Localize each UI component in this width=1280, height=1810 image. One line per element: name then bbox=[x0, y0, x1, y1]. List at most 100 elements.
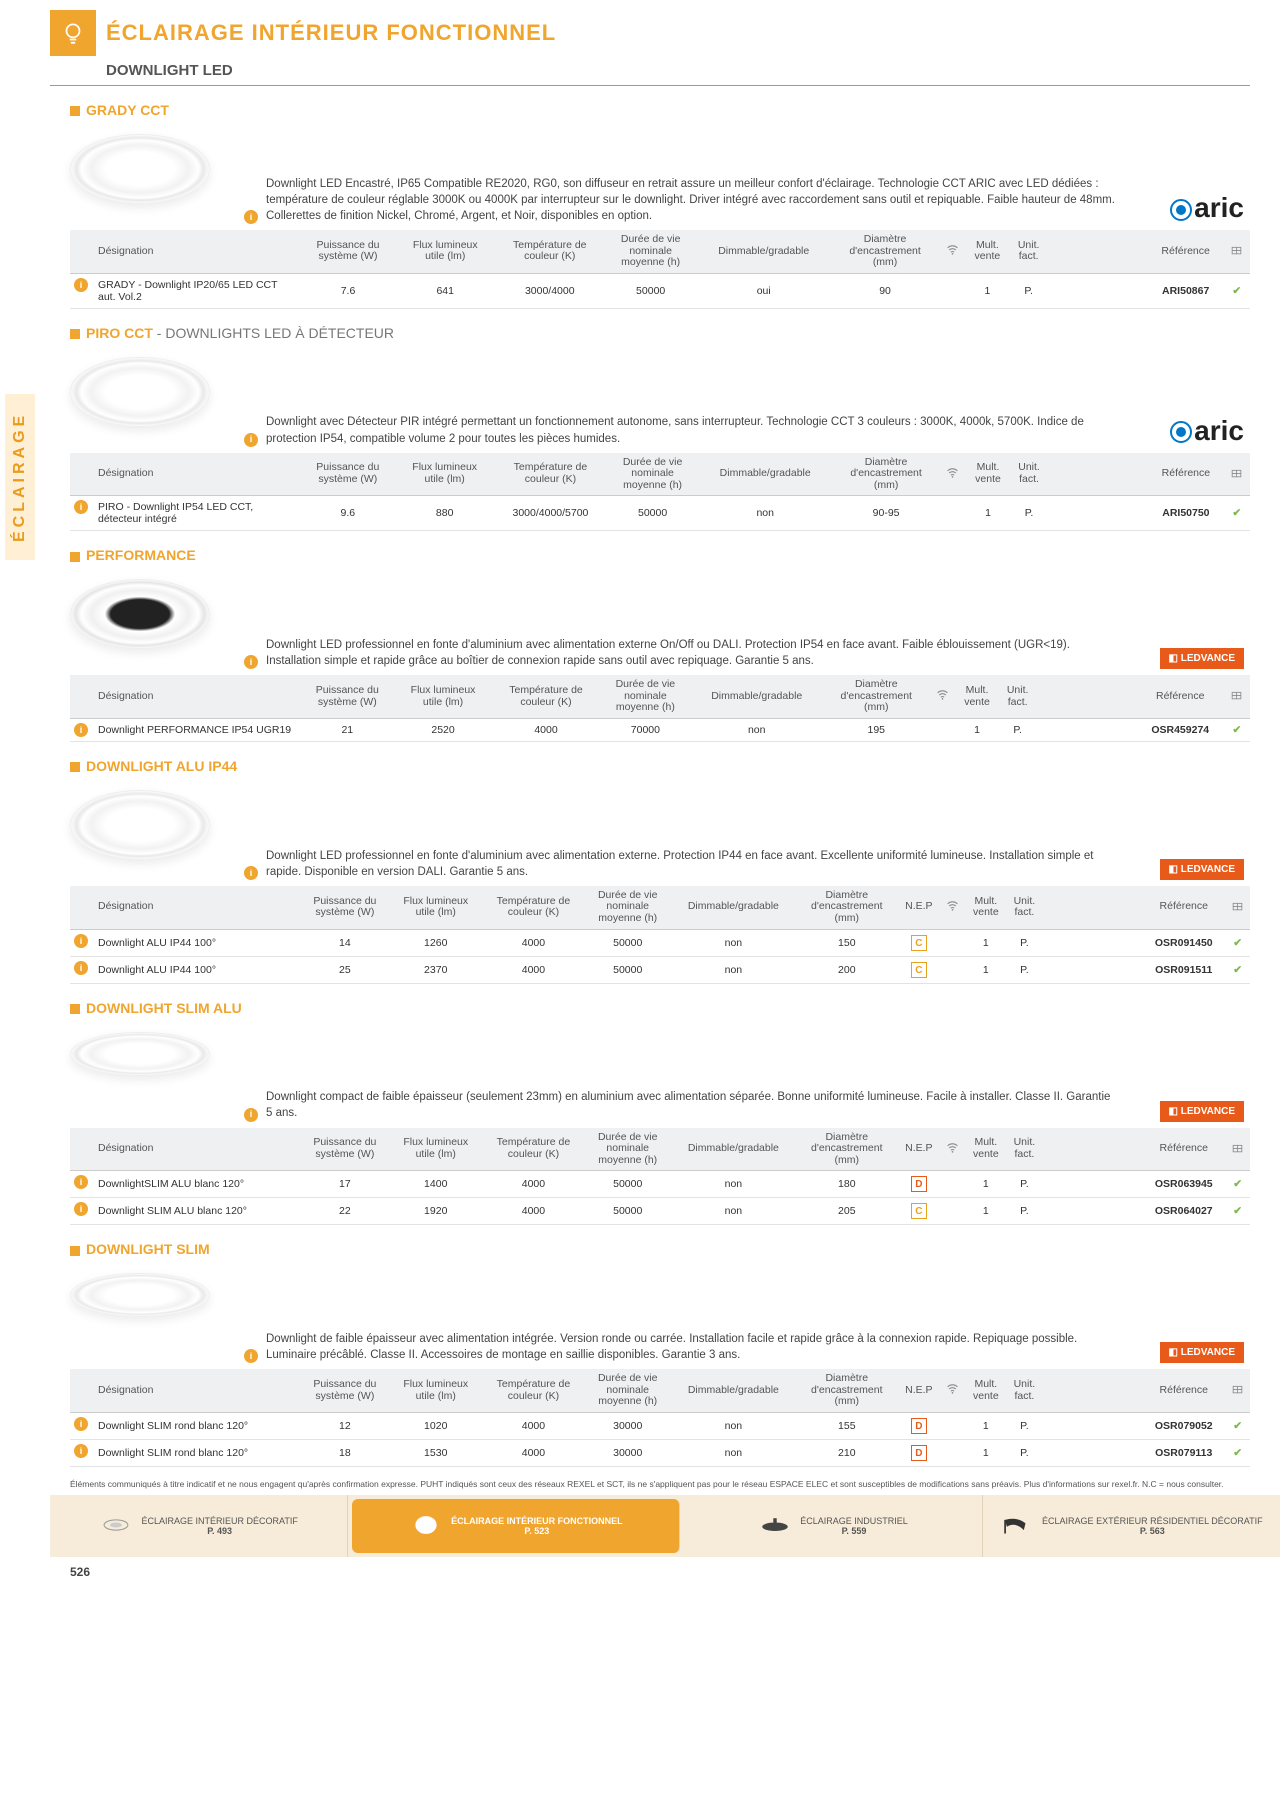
bulb-icon bbox=[50, 10, 96, 56]
col-spacer bbox=[1042, 886, 1142, 929]
col-diam: Diamètred'encastrement(mm) bbox=[796, 1369, 897, 1412]
spec-table: Désignation Puissance dusystème (W) Flux… bbox=[70, 453, 1250, 532]
cell-designation: PIRO - Downlight IP54 LED CCT, détecteur… bbox=[98, 501, 253, 525]
col-life: Durée de vienominalemoyenne (h) bbox=[607, 453, 698, 496]
cell-mult: 1 bbox=[965, 1198, 1006, 1225]
cell-designation: Downlight SLIM rond blanc 120° bbox=[98, 1420, 248, 1432]
col-dim: Dimmable/gradable bbox=[696, 230, 831, 273]
cell-temp: 3000/4000 bbox=[494, 273, 605, 308]
info-icon[interactable]: i bbox=[74, 1444, 88, 1458]
product-section: GRADY CCT i Downlight LED Encastré, IP65… bbox=[70, 102, 1250, 309]
col-diam: Diamètred'encastrement(mm) bbox=[796, 1128, 897, 1171]
product-row: iDownlight SLIM ALU blanc 120° 22 1920 4… bbox=[70, 1198, 1250, 1225]
info-icon[interactable]: i bbox=[74, 1202, 88, 1216]
col-spacer bbox=[1042, 1369, 1142, 1412]
cell-power: 17 bbox=[300, 1171, 390, 1198]
col-life: Durée de vienominalemoyenne (h) bbox=[605, 230, 696, 273]
page-number: 526 bbox=[50, 1557, 1280, 1591]
info-icon[interactable]: i bbox=[244, 433, 258, 447]
info-icon[interactable]: i bbox=[74, 500, 88, 514]
col-diam: Diamètred'encastrement(mm) bbox=[796, 886, 897, 929]
col-nep: N.E.P bbox=[897, 1369, 940, 1412]
cell-dim: non bbox=[670, 1198, 796, 1225]
col-flux: Flux lumineuxutile (lm) bbox=[396, 230, 494, 273]
col-mult: Mult.vente bbox=[965, 1128, 1006, 1171]
col-mult: Mult.vente bbox=[955, 675, 998, 718]
cell-unit: P. bbox=[1006, 1412, 1042, 1439]
col-flux: Flux lumineuxutile (lm) bbox=[396, 453, 494, 496]
info-icon[interactable]: i bbox=[244, 866, 258, 880]
product-image bbox=[70, 569, 230, 669]
col-ref: Référence bbox=[1148, 453, 1223, 496]
col-power: Puissance dusystème (W) bbox=[300, 1128, 390, 1171]
check-icon: ✔ bbox=[1233, 1447, 1242, 1459]
cell-mult: 1 bbox=[965, 929, 1006, 956]
col-spacer bbox=[1048, 230, 1148, 273]
col-ref: Référence bbox=[1142, 1128, 1225, 1171]
footer-nav: ÉCLAIRAGE INTÉRIEUR DÉCORATIFP. 493 ÉCLA… bbox=[50, 1495, 1280, 1557]
cell-temp: 4000 bbox=[482, 1171, 585, 1198]
product-section: PIRO CCT - DOWNLIGHTS LED À DÉTECTEUR i … bbox=[70, 325, 1250, 532]
info-icon[interactable]: i bbox=[74, 961, 88, 975]
info-icon[interactable]: i bbox=[244, 1349, 258, 1363]
cell-life: 50000 bbox=[585, 1171, 670, 1198]
cell-diam: 195 bbox=[823, 718, 929, 741]
cell-life: 50000 bbox=[605, 273, 696, 308]
cell-life: 50000 bbox=[585, 956, 670, 983]
section-title: DOWNLIGHT SLIM bbox=[70, 1241, 1250, 1257]
col-wifi-icon bbox=[929, 675, 955, 718]
cell-dim: non bbox=[670, 929, 796, 956]
col-unit: Unit.fact. bbox=[999, 675, 1037, 718]
footer-nav-item[interactable]: ÉCLAIRAGE INTÉRIEUR DÉCORATIFP. 493 bbox=[50, 1495, 348, 1557]
cell-reference: OSR079052 bbox=[1142, 1412, 1225, 1439]
col-life: Durée de vienominalemoyenne (h) bbox=[585, 1369, 670, 1412]
cell-designation: Downlight ALU IP44 100° bbox=[98, 964, 216, 976]
col-dim: Dimmable/gradable bbox=[698, 453, 832, 496]
brand-logo: ◧ LEDVANCE bbox=[1130, 648, 1250, 669]
info-icon[interactable]: i bbox=[244, 210, 258, 224]
cell-dim: non bbox=[690, 718, 823, 741]
cell-mult: 1 bbox=[965, 1412, 1006, 1439]
nav-label: ÉCLAIRAGE EXTÉRIEUR RÉSIDENTIEL DÉCORATI… bbox=[1042, 1516, 1263, 1536]
col-diam: Diamètred'encastrement(mm) bbox=[823, 675, 929, 718]
check-icon: ✔ bbox=[1232, 507, 1241, 519]
cell-life: 50000 bbox=[607, 496, 698, 531]
col-unit: Unit.fact. bbox=[1010, 453, 1048, 496]
check-icon: ✔ bbox=[1233, 1205, 1242, 1217]
info-icon[interactable]: i bbox=[74, 1175, 88, 1189]
cell-dim: oui bbox=[696, 273, 831, 308]
info-icon[interactable]: i bbox=[244, 1108, 258, 1122]
product-section: DOWNLIGHT SLIM ALU i Downlight compact d… bbox=[70, 1000, 1250, 1226]
cell-dim: non bbox=[670, 1171, 796, 1198]
cell-reference: OSR091450 bbox=[1142, 929, 1225, 956]
cell-flux: 880 bbox=[396, 496, 494, 531]
footer-nav-item[interactable]: ÉCLAIRAGE EXTÉRIEUR RÉSIDENTIEL DÉCORATI… bbox=[983, 1495, 1280, 1557]
footer-nav-item[interactable]: ÉCLAIRAGE INDUSTRIELP. 559 bbox=[684, 1495, 982, 1557]
cell-unit: P. bbox=[1006, 1198, 1042, 1225]
page-title: ÉCLAIRAGE INTÉRIEUR FONCTIONNEL bbox=[106, 20, 556, 46]
cell-life: 70000 bbox=[600, 718, 690, 741]
col-wifi-icon bbox=[941, 886, 966, 929]
info-icon[interactable]: i bbox=[74, 1417, 88, 1431]
product-image bbox=[70, 1022, 230, 1122]
cell-life: 30000 bbox=[585, 1439, 670, 1466]
footer-nav-item[interactable]: ÉCLAIRAGE INTÉRIEUR FONCTIONNELP. 523 bbox=[352, 1499, 680, 1553]
info-icon[interactable]: i bbox=[74, 278, 88, 292]
info-icon[interactable]: i bbox=[244, 655, 258, 669]
col-flux: Flux lumineuxutile (lm) bbox=[390, 886, 482, 929]
product-section: DOWNLIGHT ALU IP44 i Downlight LED profe… bbox=[70, 758, 1250, 984]
cell-flux: 1260 bbox=[390, 929, 482, 956]
info-icon[interactable]: i bbox=[74, 723, 88, 737]
cell-temp: 3000/4000/5700 bbox=[494, 496, 607, 531]
cell-mult: 1 bbox=[955, 718, 998, 741]
cell-designation: GRADY - Downlight IP20/65 LED CCT aut. V… bbox=[98, 279, 277, 303]
brand-logo: ◧ LEDVANCE bbox=[1130, 859, 1250, 880]
info-icon[interactable]: i bbox=[74, 934, 88, 948]
col-wifi-icon bbox=[941, 1128, 966, 1171]
col-designation: Désignation bbox=[70, 675, 300, 718]
nep-badge: C bbox=[911, 935, 927, 951]
spec-table: Désignation Puissance dusystème (W) Flux… bbox=[70, 1128, 1250, 1226]
check-icon: ✔ bbox=[1233, 1178, 1242, 1190]
spec-table: Désignation Puissance dusystème (W) Flux… bbox=[70, 230, 1250, 309]
col-temp: Température decouleur (K) bbox=[494, 230, 605, 273]
